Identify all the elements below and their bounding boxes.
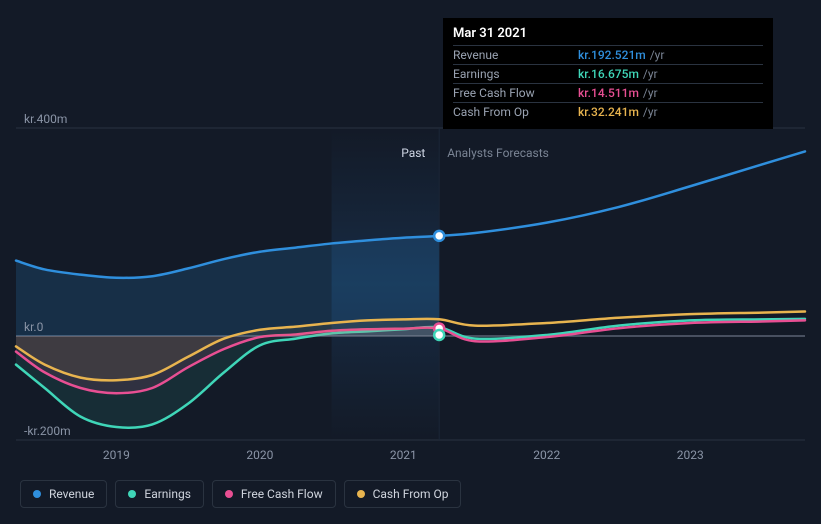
- legend-dot-icon: [357, 490, 365, 498]
- tooltip-row-label: Cash From Op: [453, 105, 578, 119]
- legend-label: Free Cash Flow: [241, 487, 323, 501]
- tooltip-row-value: kr.192.521m: [578, 48, 646, 62]
- legend-label: Revenue: [49, 487, 94, 501]
- x-tick-label: 2023: [677, 448, 704, 462]
- tooltip-row-value: kr.32.241m: [578, 105, 639, 119]
- tooltip-row: Revenuekr.192.521m/yr: [453, 45, 763, 64]
- past-region-label: Past: [401, 146, 425, 160]
- tooltip-row-suffix: /yr: [650, 48, 665, 62]
- legend-dot-icon: [225, 490, 233, 498]
- tooltip-row: Free Cash Flowkr.14.511m/yr: [453, 83, 763, 102]
- hover-tooltip: Mar 31 2021 Revenuekr.192.521m/yrEarning…: [443, 18, 773, 129]
- financials-forecast-chart: Past Analysts Forecasts kr.400m kr.0 -kr.2…: [0, 0, 821, 524]
- x-tick-label: 2021: [390, 448, 417, 462]
- x-tick-label: 2020: [246, 448, 273, 462]
- y-tick-label: -kr.200m: [24, 424, 71, 438]
- legend-dot-icon: [128, 490, 136, 498]
- legend-item[interactable]: Earnings: [115, 480, 204, 508]
- x-tick-label: 2019: [103, 448, 130, 462]
- legend-label: Cash From Op: [373, 487, 449, 501]
- tooltip-row-label: Free Cash Flow: [453, 86, 578, 100]
- forecast-region-label: Analysts Forecasts: [447, 146, 549, 160]
- chart-legend: Revenue Earnings Free Cash Flow Cash From O…: [20, 480, 461, 508]
- y-tick-label: kr.0: [24, 320, 43, 334]
- legend-item[interactable]: Free Cash Flow: [212, 480, 336, 508]
- y-tick-label: kr.400m: [24, 112, 67, 126]
- legend-label: Earnings: [144, 487, 191, 501]
- tooltip-title: Mar 31 2021: [453, 26, 763, 45]
- tooltip-row-value: kr.14.511m: [578, 86, 639, 100]
- tooltip-row-suffix: /yr: [643, 105, 658, 119]
- x-tick-label: 2022: [533, 448, 560, 462]
- tooltip-row-value: kr.16.675m: [578, 67, 639, 81]
- tooltip-row-suffix: /yr: [643, 86, 658, 100]
- tooltip-row: Earningskr.16.675m/yr: [453, 64, 763, 83]
- legend-item[interactable]: Cash From Op: [344, 480, 462, 508]
- tooltip-row-label: Earnings: [453, 67, 578, 81]
- tooltip-row: Cash From Opkr.32.241m/yr: [453, 102, 763, 121]
- legend-dot-icon: [33, 490, 41, 498]
- tooltip-row-label: Revenue: [453, 48, 578, 62]
- legend-item[interactable]: Revenue: [20, 480, 107, 508]
- tooltip-row-suffix: /yr: [643, 67, 658, 81]
